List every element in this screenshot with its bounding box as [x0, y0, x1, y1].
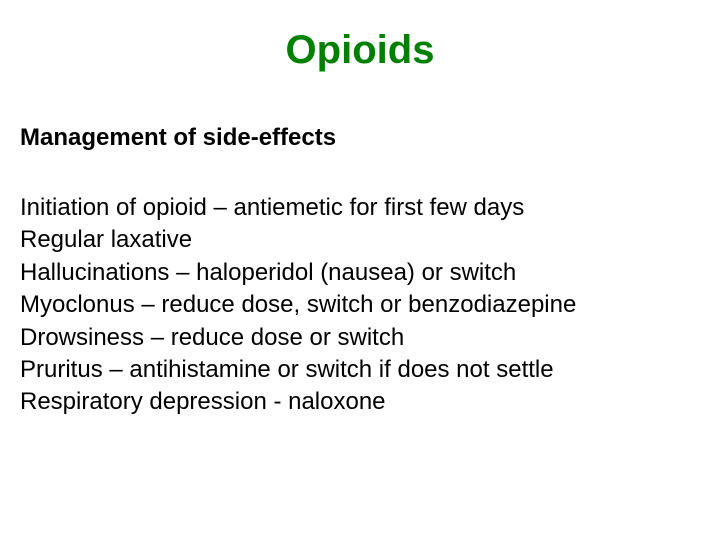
body-line: Respiratory depression - naloxone [20, 386, 700, 418]
body-line: Drowsiness – reduce dose or switch [20, 322, 700, 354]
slide: Opioids Management of side-effects Initi… [0, 0, 720, 540]
body-line: Pruritus – antihistamine or switch if do… [20, 354, 700, 386]
body-line: Regular laxative [20, 224, 700, 256]
body-line: Hallucinations – haloperidol (nausea) or… [20, 257, 700, 289]
body-line: Initiation of opioid – antiemetic for fi… [20, 192, 700, 224]
slide-body: Initiation of opioid – antiemetic for fi… [20, 192, 700, 419]
slide-subheading: Management of side-effects [20, 124, 336, 152]
body-line: Myoclonus – reduce dose, switch or benzo… [20, 289, 700, 321]
slide-title: Opioids [0, 28, 720, 73]
